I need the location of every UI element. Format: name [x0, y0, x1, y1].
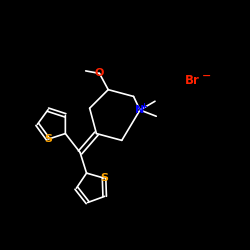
Text: S: S [44, 134, 52, 144]
Text: S: S [100, 173, 108, 183]
Text: −: − [202, 71, 211, 81]
Text: +: + [140, 102, 147, 111]
Text: N: N [136, 105, 144, 115]
Text: O: O [95, 68, 104, 78]
Text: Br: Br [185, 74, 200, 86]
